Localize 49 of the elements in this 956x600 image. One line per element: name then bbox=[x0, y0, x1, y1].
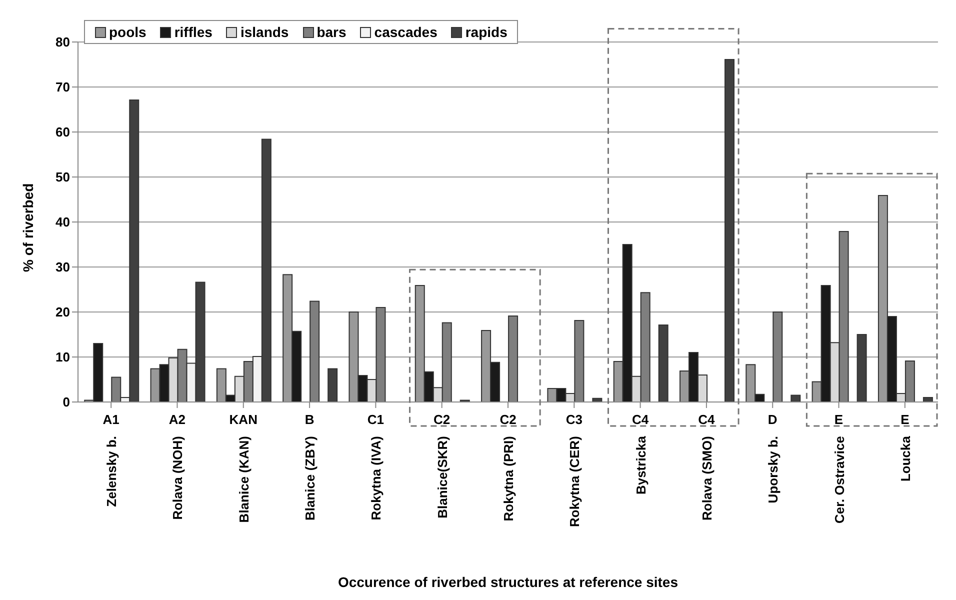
x-tick-label: Bystricka bbox=[633, 435, 648, 495]
y-tick-label: 80 bbox=[56, 34, 70, 50]
legend-label: islands bbox=[239, 24, 289, 40]
y-tick-label: 50 bbox=[56, 170, 70, 185]
x-tick-label: Blanice (KAN) bbox=[236, 436, 252, 523]
legend-label: rapids bbox=[464, 24, 508, 40]
x-tick-label: Rokytna (IVA) bbox=[368, 436, 384, 520]
y-tick-label: 40 bbox=[56, 214, 70, 230]
x-tick-label: Loucka bbox=[898, 435, 913, 482]
bar bbox=[658, 324, 668, 402]
bar bbox=[856, 334, 867, 402]
bar bbox=[724, 59, 734, 402]
text: E bbox=[834, 412, 844, 427]
x-tick-label: Rokytna (PRI) bbox=[501, 436, 516, 522]
x-tick-label: Cer. Ostravice bbox=[832, 436, 847, 524]
y-tick-label: 20 bbox=[56, 304, 70, 320]
text: C2 bbox=[500, 412, 516, 427]
y-tick-label: 10 bbox=[56, 350, 70, 365]
y-tick-label: 30 bbox=[56, 260, 70, 275]
text: C4 bbox=[698, 412, 716, 427]
x-tick-label: Rolava (SMO) bbox=[699, 436, 714, 521]
text: C2 bbox=[434, 412, 450, 427]
text: E bbox=[900, 412, 910, 427]
y-tick-label: 70 bbox=[56, 80, 70, 95]
x-axis-title: Occurence of riverbed structures at reference sites bbox=[338, 574, 678, 590]
text: KAN bbox=[229, 412, 258, 427]
bar bbox=[790, 394, 801, 402]
y-axis-title: % of riverbed bbox=[20, 183, 36, 272]
y-tick-label: 60 bbox=[56, 124, 70, 140]
text: A2 bbox=[168, 412, 186, 427]
x-tick-label: Rolava (NOH) bbox=[170, 436, 186, 520]
text: C3 bbox=[566, 412, 582, 427]
text: C4 bbox=[632, 412, 650, 427]
x-tick-label: Zelensky b. bbox=[104, 436, 120, 507]
bar bbox=[922, 397, 933, 402]
text: B bbox=[304, 412, 314, 427]
text: A1 bbox=[102, 412, 120, 427]
y-tick-label: 0 bbox=[62, 394, 70, 410]
legend-label: bars bbox=[316, 24, 346, 40]
text: D bbox=[768, 412, 778, 427]
x-tick-label: Rokytna (CER) bbox=[567, 436, 582, 528]
legend-label: cascades bbox=[373, 24, 438, 40]
x-tick-label: Blanice(SKR) bbox=[434, 436, 450, 518]
x-tick-label: Uporsky b. bbox=[766, 436, 781, 504]
x-tick-label: Blanice (ZBY) bbox=[302, 436, 318, 521]
text: C1 bbox=[367, 412, 384, 427]
legend-label: pools bbox=[108, 24, 146, 40]
legend-label: riffles bbox=[173, 24, 212, 40]
bar bbox=[328, 368, 338, 402]
